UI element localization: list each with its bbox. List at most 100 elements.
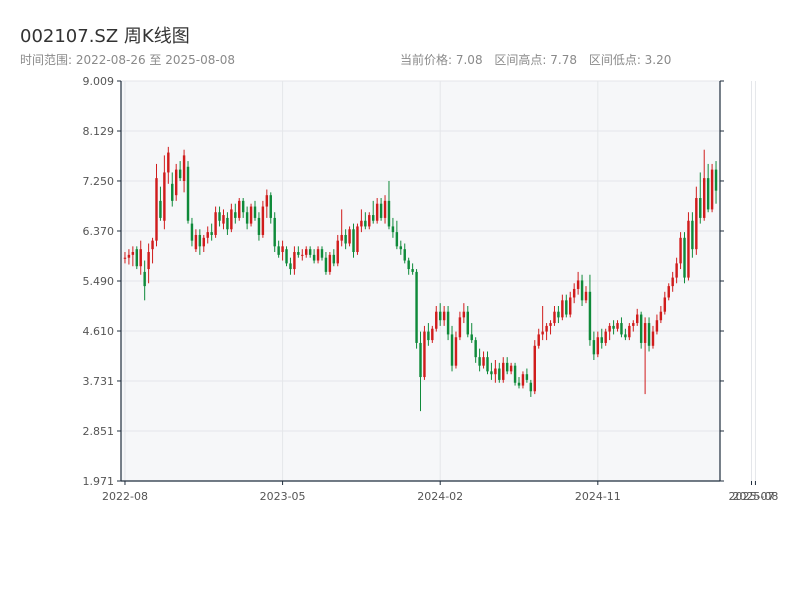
- candle: [395, 220, 399, 250]
- candle-body: [364, 220, 367, 227]
- candle: [305, 246, 308, 258]
- candle: [387, 180, 391, 230]
- candle: [435, 306, 438, 332]
- candle: [628, 323, 631, 341]
- candle: [714, 161, 718, 204]
- y-tick-label: 1.971: [83, 475, 115, 488]
- candle: [143, 260, 146, 301]
- candle: [399, 240, 403, 255]
- candle: [340, 209, 343, 247]
- candle: [675, 257, 678, 284]
- candle-body: [553, 311, 556, 324]
- candle: [269, 192, 272, 224]
- candle-body: [143, 271, 146, 287]
- candle: [458, 311, 462, 341]
- candle: [356, 223, 359, 255]
- candle: [190, 217, 194, 247]
- candle-body: [557, 311, 560, 318]
- candle-body: [186, 166, 190, 221]
- candle-body: [411, 269, 414, 272]
- candle-body: [135, 249, 139, 267]
- candle-body: [659, 311, 663, 321]
- date-range-text: 时间范围: 2022-08-26 至 2025-08-08: [20, 53, 235, 67]
- candle-body: [383, 200, 387, 218]
- candle: [517, 377, 521, 389]
- y-tick-label: 2.851: [83, 425, 115, 438]
- candle-body: [308, 249, 312, 255]
- candle-body: [178, 169, 182, 179]
- candle: [549, 320, 552, 335]
- candle-body: [273, 217, 276, 247]
- candle-body: [486, 357, 489, 372]
- axes: 1.971 2.851 3.731 4.610 5.490 6.370 7.250 8.129…: [83, 75, 779, 503]
- candle: [261, 200, 265, 238]
- candle: [442, 306, 446, 326]
- candle-body: [198, 234, 202, 247]
- candle-body: [332, 254, 336, 264]
- candle: [450, 325, 454, 372]
- candle-body: [238, 200, 241, 218]
- candle-body: [580, 280, 584, 301]
- candle-body: [651, 331, 655, 346]
- candle: [651, 325, 655, 349]
- candle: [710, 163, 714, 213]
- candle: [647, 317, 651, 352]
- candle-body: [498, 368, 501, 380]
- candle-body: [202, 237, 205, 247]
- y-tick-label: 3.731: [83, 375, 115, 388]
- candle-body: [647, 323, 651, 346]
- candle-body: [241, 200, 245, 213]
- candle: [328, 252, 332, 275]
- candle-body: [297, 252, 300, 255]
- candle-body: [344, 234, 347, 244]
- candle: [407, 257, 410, 275]
- candle-body: [494, 368, 497, 375]
- candle: [529, 379, 533, 397]
- candle-body: [340, 234, 343, 241]
- candle: [513, 362, 517, 386]
- candle: [706, 163, 710, 213]
- candle: [423, 325, 426, 380]
- candle-body: [249, 206, 253, 224]
- candle-body: [139, 249, 142, 267]
- candle-body: [509, 365, 513, 372]
- y-tick-label: 9.009: [83, 75, 115, 88]
- candle: [639, 311, 643, 349]
- candle-body: [182, 155, 186, 181]
- candle-body: [375, 203, 379, 221]
- candle-body: [545, 325, 548, 332]
- candle-body: [699, 198, 702, 218]
- candle-body: [261, 206, 265, 235]
- candle: [415, 269, 418, 349]
- candle-body: [466, 311, 470, 335]
- candle-body: [281, 246, 284, 253]
- candle-body: [710, 169, 714, 210]
- candle-body: [210, 232, 213, 235]
- candle: [537, 328, 540, 349]
- candle-body: [226, 217, 229, 230]
- current-price-text: 当前价格: 7.08: [400, 53, 483, 67]
- candle-body: [639, 314, 643, 343]
- candle: [565, 294, 568, 318]
- candle: [431, 325, 434, 343]
- candle: [265, 189, 269, 218]
- candle: [293, 246, 296, 275]
- candle-body: [691, 220, 694, 250]
- candle-body: [612, 325, 615, 329]
- candle: [557, 306, 560, 324]
- candle-body: [549, 323, 552, 326]
- chart-title: 002107.SZ 周K线图: [20, 26, 190, 47]
- candle: [285, 246, 288, 267]
- candle: [301, 249, 304, 261]
- candle: [616, 320, 619, 332]
- candle-body: [537, 334, 540, 346]
- candle: [553, 306, 556, 326]
- candle-body: [131, 252, 135, 255]
- candle: [545, 323, 548, 341]
- candle: [198, 229, 202, 255]
- candle: [226, 212, 229, 235]
- candle-body: [293, 252, 296, 270]
- candle-body: [163, 172, 166, 221]
- candle: [620, 317, 623, 338]
- candle: [679, 232, 682, 270]
